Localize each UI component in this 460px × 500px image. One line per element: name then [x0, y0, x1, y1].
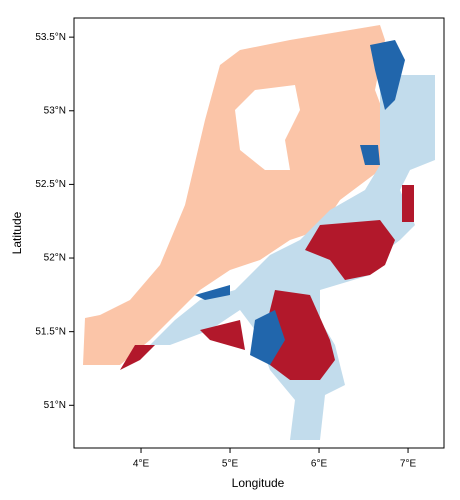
region-red — [402, 185, 414, 222]
y-tick-label: 53°N — [44, 105, 66, 116]
region-blue — [370, 40, 405, 110]
region-blue — [195, 285, 230, 300]
region-lightblue — [150, 75, 435, 440]
x-tick-label: 6°E — [311, 459, 328, 470]
x-axis-title: Longitude — [232, 476, 285, 490]
region-blue — [360, 145, 380, 165]
region-red — [265, 290, 335, 380]
x-tick-label: 4°E — [133, 459, 150, 470]
y-axis-title: Latitude — [10, 211, 24, 254]
region-red — [305, 220, 395, 280]
y-tick-label: 52°N — [44, 253, 66, 264]
y-tick-label: 53.5°N — [35, 32, 66, 43]
x-tick-label: 7°E — [400, 459, 417, 470]
y-tick-label: 51.5°N — [35, 326, 66, 337]
region-red — [200, 320, 245, 350]
region-blue — [250, 310, 285, 365]
x-tick-label: 5°E — [222, 459, 239, 470]
y-tick-label: 51°N — [44, 400, 66, 411]
map-layer — [83, 25, 435, 440]
y-tick-label: 52.5°N — [35, 179, 66, 190]
region-peach — [83, 25, 390, 365]
lake — [235, 85, 300, 170]
region-red — [120, 345, 155, 370]
plot-frame — [73, 17, 445, 449]
